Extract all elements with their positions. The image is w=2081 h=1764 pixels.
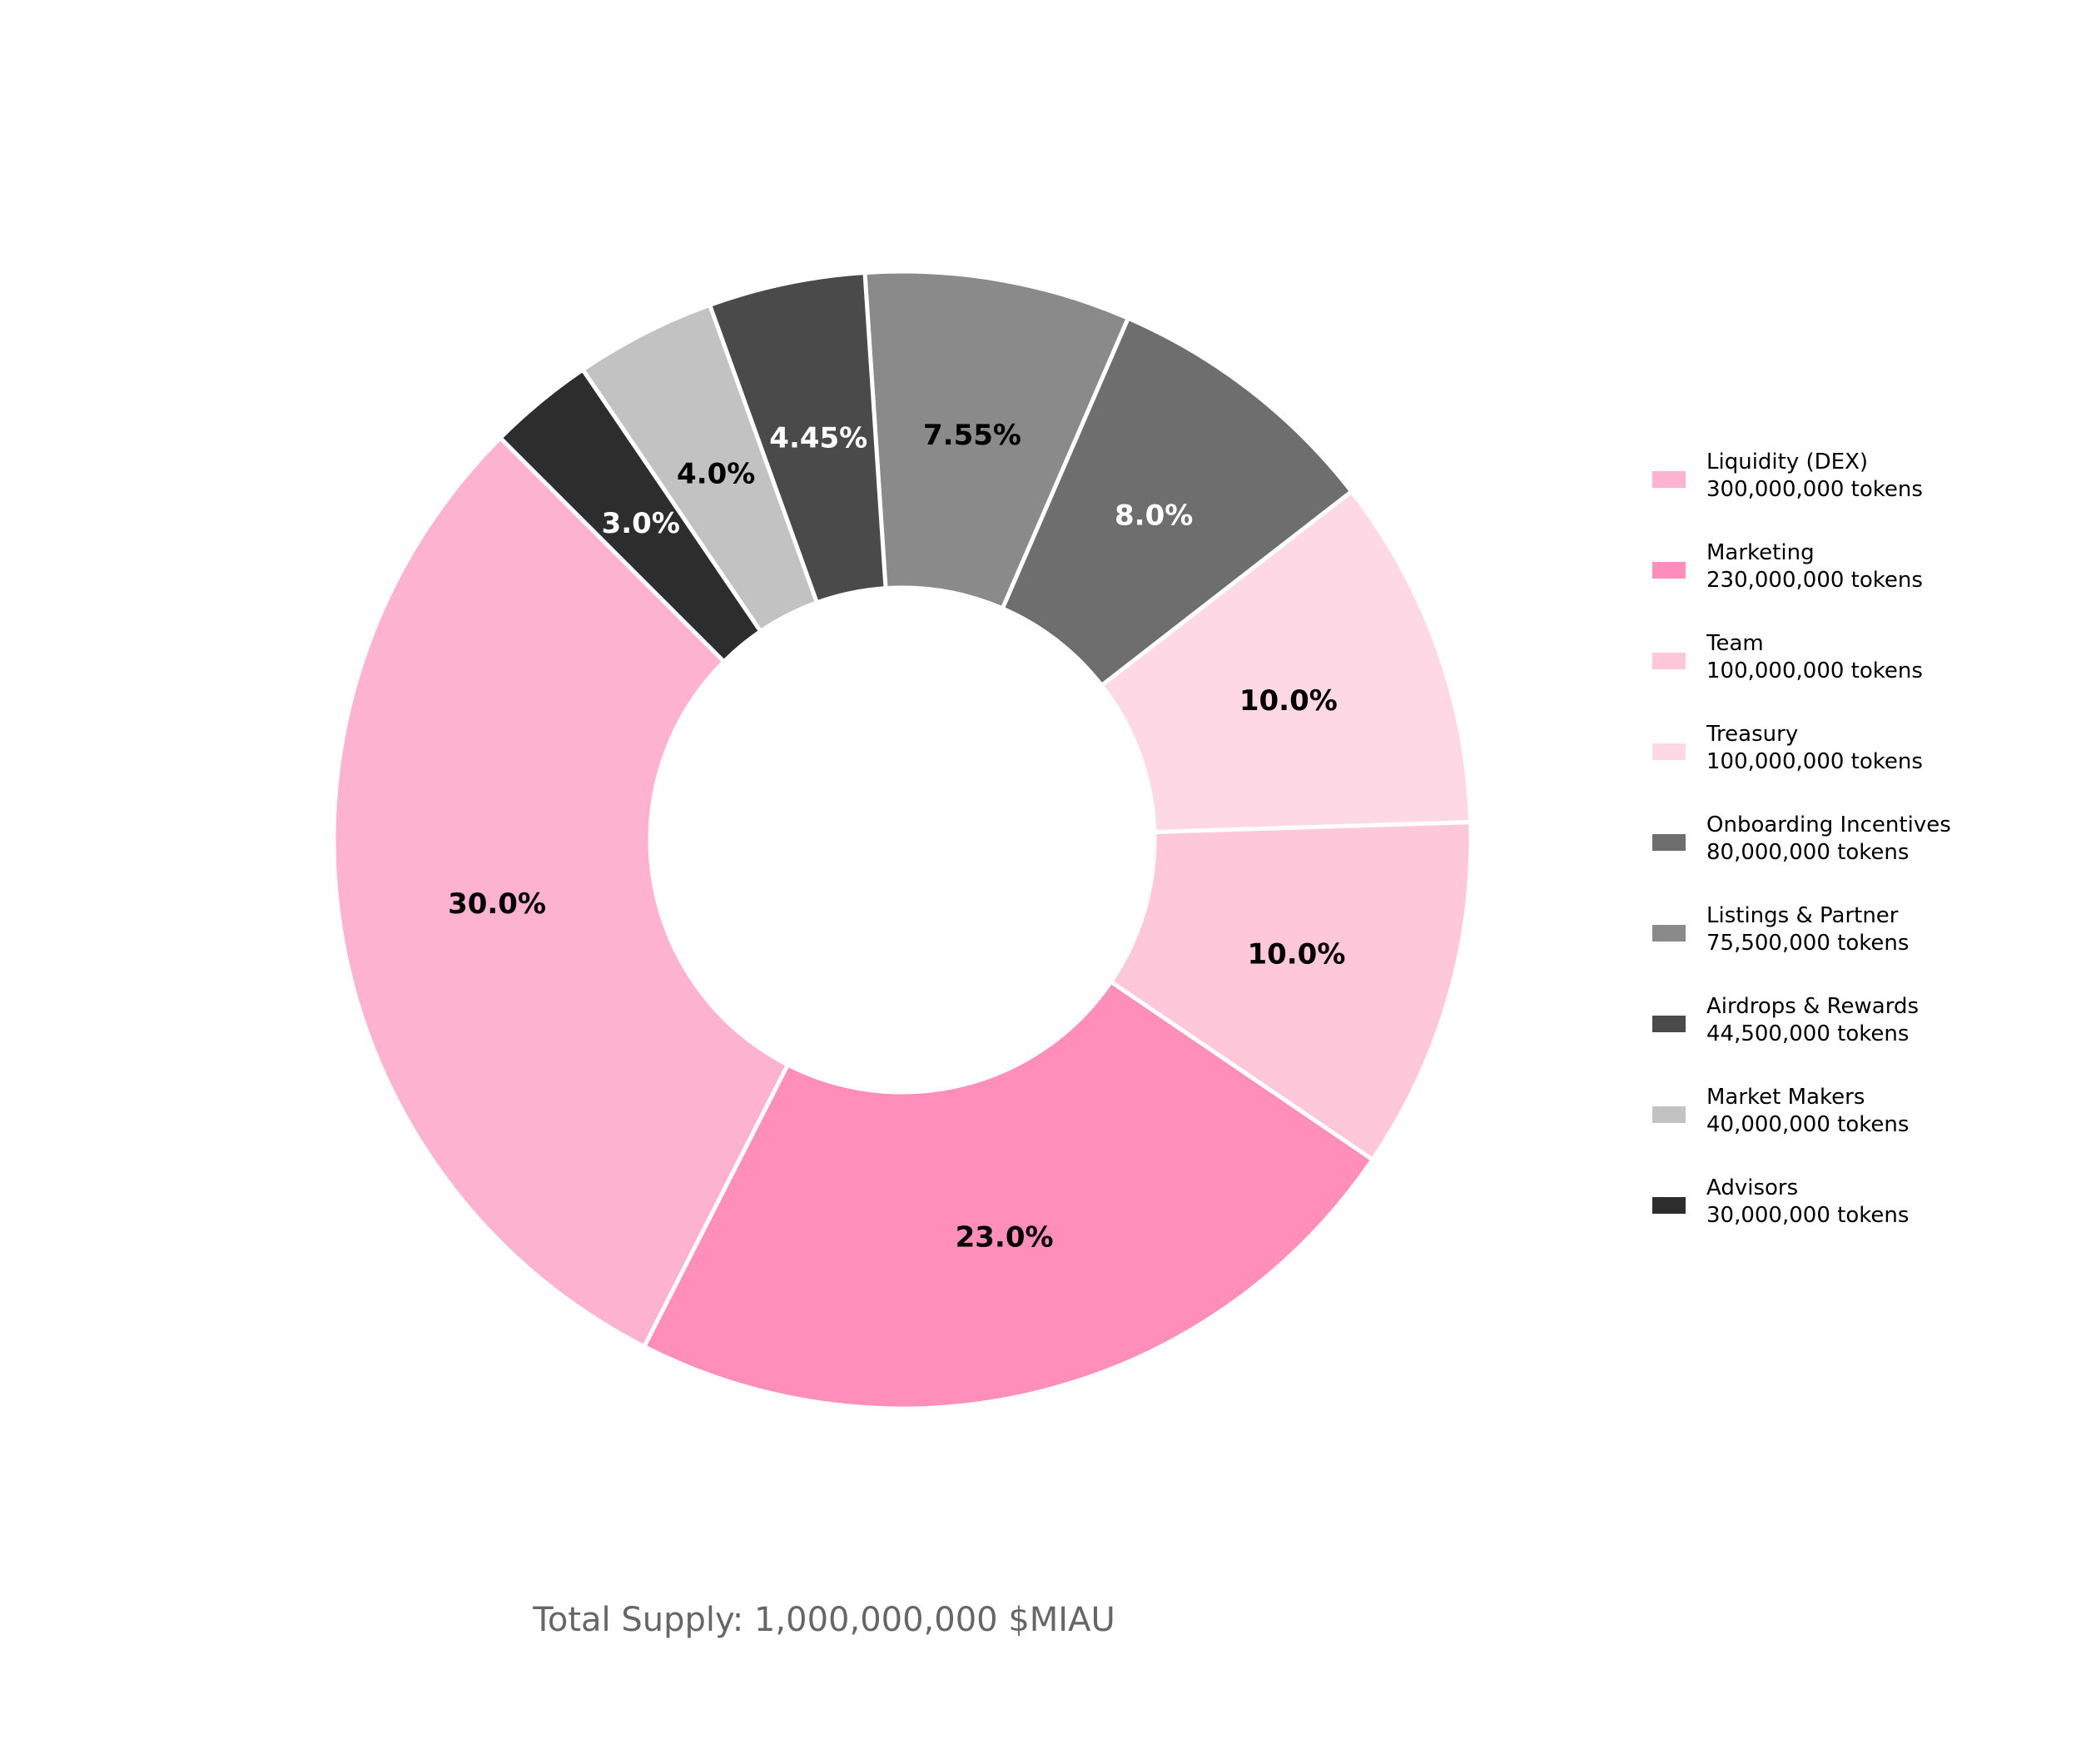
legend-token-count: 40,000,000 tokens [1706,1112,1909,1137]
slice-percent-label: 4.0% [677,458,755,491]
legend-token-count: 30,000,000 tokens [1706,1203,1909,1228]
legend-token-count: 80,000,000 tokens [1706,840,1909,865]
legend-label: Airdrops & Rewards [1706,994,1919,1019]
slice-percent-labels: 30.0% 23.0% 10.0% 10.0% 8.0% 7.55% 4.45% 4.0% 3.… [448,419,1345,1254]
total-supply-footer: Total Supply: 1,000,000,000 $MIAU [532,1601,1115,1639]
slice-percent-label: 8.0% [1115,499,1193,532]
legend-entry-liquidity-dex: Liquidity (DEX)300,000,000 tokens [1652,450,1923,502]
legend-swatch [1652,1106,1686,1123]
slice-percent-label: 4.45% [769,421,867,455]
legend-label: Liquidity (DEX) [1706,450,1868,475]
legend-swatch [1652,653,1686,669]
slice-liquidity-dex [331,435,791,1349]
legend-label: Advisors [1706,1175,1798,1200]
legend-swatch [1652,1016,1686,1032]
legend-label: Listings & Partner [1706,903,1899,928]
legend-swatch [1652,743,1686,760]
legend-label: Team [1706,631,1764,656]
slice-percent-label: 23.0% [956,1221,1054,1255]
legend: Liquidity (DEX)300,000,000 tokens Marketi… [1652,450,1951,1228]
slice-percent-label: 3.0% [602,507,680,540]
slice-marketing [641,978,1376,1411]
legend-token-count: 75,500,000 tokens [1706,931,1909,956]
legend-label: Onboarding Incentives [1706,812,1951,837]
slice-advisors [497,366,764,665]
legend-swatch [1652,925,1686,942]
legend-swatch [1652,562,1686,579]
slice-percent-label: 10.0% [1247,938,1345,971]
legend-token-count: 100,000,000 tokens [1706,658,1923,683]
legend-entry-marketing: Marketing 230,000,000 tokens [1652,540,1923,593]
legend-token-count: 230,000,000 tokens [1706,568,1923,593]
legend-swatch [1652,471,1686,488]
legend-entry-advisors: Advisors 30,000,000 tokens [1652,1175,1909,1228]
legend-label: Market Makers [1706,1085,1865,1110]
slice-percent-label: 7.55% [923,419,1021,452]
legend-label: Marketing [1706,540,1815,565]
legend-swatch [1652,834,1686,851]
legend-swatch [1652,1197,1686,1214]
legend-entry-onboarding-incentives: Onboarding Incentives 80,000,000 tokens [1652,812,1951,865]
donut-slices [331,269,1473,1411]
slice-percent-label: 10.0% [1239,684,1338,718]
legend-token-count: 44,500,000 tokens [1706,1021,1909,1046]
slice-team [1108,819,1473,1163]
legend-label: Treasury [1706,722,1798,747]
slice-percent-label: 30.0% [448,887,546,921]
legend-token-count: 300,000,000 tokens [1706,477,1923,502]
legend-token-count: 100,000,000 tokens [1706,749,1923,774]
slice-listings-partner [862,269,1131,612]
slice-treasury [1098,488,1473,835]
legend-entry-listings-partner: Listings & Partner 75,500,000 tokens [1652,903,1909,956]
